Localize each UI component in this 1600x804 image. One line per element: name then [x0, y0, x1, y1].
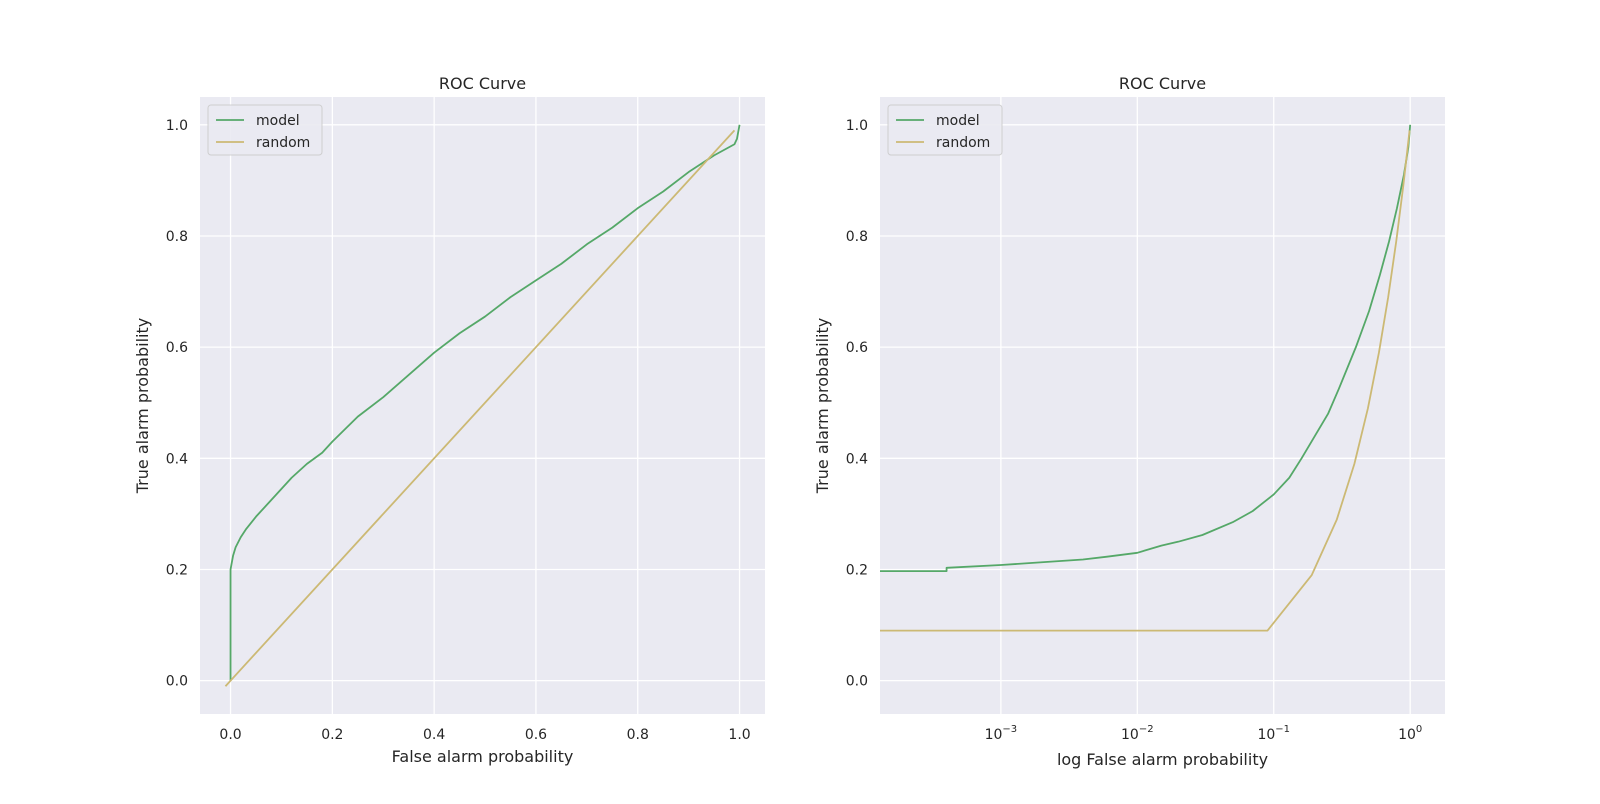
chart-2-y-tick-label: 1.0 — [846, 118, 868, 134]
chart-1-legend-label-random: random — [256, 135, 310, 151]
chart-2-title: ROC Curve — [1119, 74, 1206, 93]
chart-2-y-axis-label: True alarm probability — [813, 318, 832, 494]
chart-1-y-axis-label: True alarm probability — [133, 318, 152, 494]
chart-2-x-tick-label: 100 — [1398, 724, 1422, 743]
chart-2-legend-label-random: random — [936, 135, 990, 151]
chart-2-y-tick-label: 0.6 — [846, 340, 868, 356]
chart-1-x-tick-label: 0.4 — [423, 727, 445, 743]
chart-1: 0.0 0.2 0.4 0.6 0.8 1.0 0.0 0.2 0.4 0.6 0.8 1.0 ROC … — [133, 74, 765, 766]
chart-1-x-axis-label: False alarm probability — [392, 747, 574, 766]
chart-1-x-tick-label: 1.0 — [728, 727, 750, 743]
chart-1-x-tick-label: 0.8 — [627, 727, 649, 743]
chart-1-legend-label-model: model — [256, 113, 300, 129]
chart-2-x-tick-label: 10−1 — [1257, 724, 1290, 743]
chart-1-y-tick-label: 1.0 — [166, 118, 188, 134]
chart-1-y-tick-label: 0.2 — [166, 562, 188, 578]
chart-2-x-tick-label: 10−2 — [1121, 724, 1154, 743]
chart-1-legend: model random — [207, 104, 323, 156]
chart-2-legend: model random — [887, 104, 1003, 156]
chart-1-title: ROC Curve — [439, 74, 526, 93]
chart-2-y-tick-label: 0.4 — [846, 451, 868, 467]
chart-1-series-random — [224, 129, 736, 687]
chart-1-y-tick-label: 0.4 — [166, 451, 188, 467]
chart-2-y-tick-label: 0.0 — [846, 674, 868, 690]
chart-2-legend-label-model: model — [936, 113, 980, 129]
chart-2-series-model — [880, 124, 1412, 573]
chart-2-y-tick-label: 0.2 — [846, 562, 868, 578]
chart-1-y-tick-label: 0.8 — [166, 229, 188, 245]
chart-2-series-random — [880, 130, 1411, 632]
chart-2-plot-area — [880, 97, 1445, 714]
chart-1-series-model — [229, 124, 741, 681]
chart-2-x-tick-label: 10−3 — [985, 724, 1018, 743]
chart-1-y-tick-label: 0.0 — [166, 674, 188, 690]
chart-1-x-tick-label: 0.0 — [219, 727, 241, 743]
chart-1-x-tick-label: 0.2 — [321, 727, 343, 743]
chart-2-y-tick-label: 0.8 — [846, 229, 868, 245]
chart-1-y-tick-label: 0.6 — [166, 340, 188, 356]
chart-1-x-tick-label: 0.6 — [525, 727, 547, 743]
chart-2-x-axis-label: log False alarm probability — [1057, 750, 1268, 769]
chart-2: 10−3 10−2 10−1 100 0.0 0.2 0.4 0.6 0.8 1.0 ROC Cur… — [813, 74, 1445, 769]
